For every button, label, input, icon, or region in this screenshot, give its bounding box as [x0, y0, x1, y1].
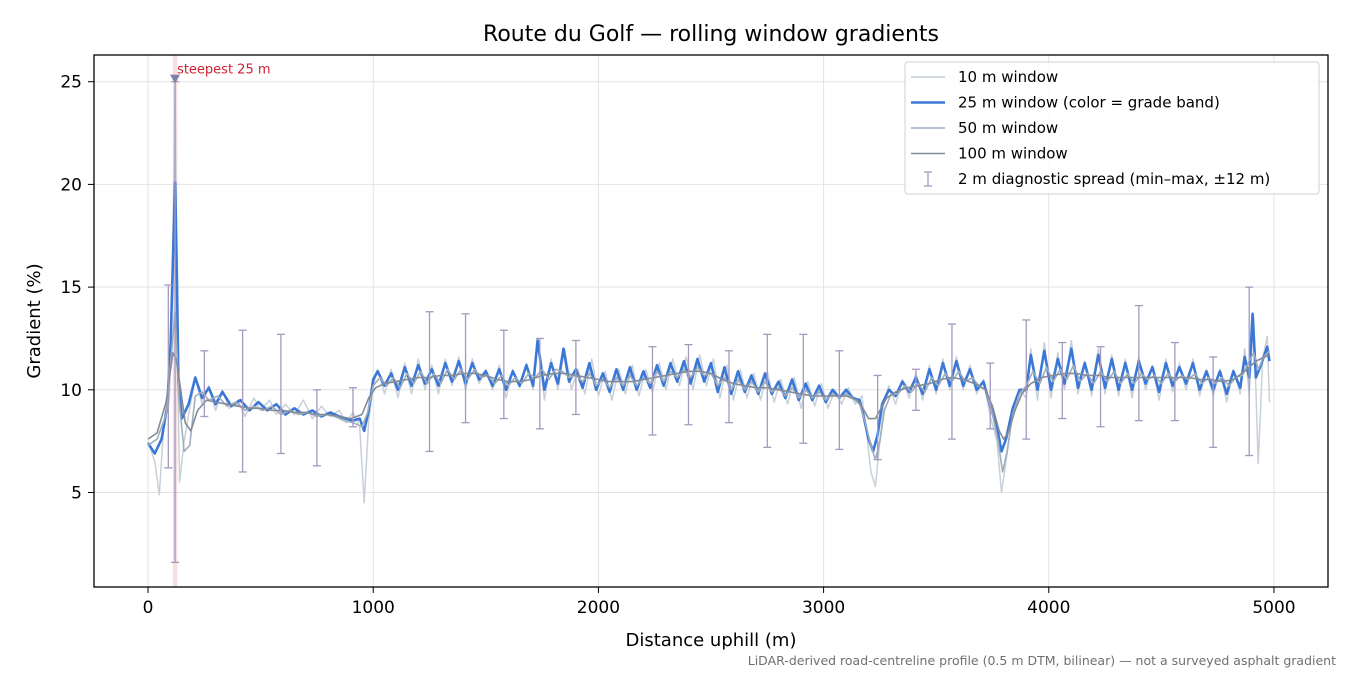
spread-errorbar [835, 350, 844, 451]
spread-errorbar [312, 389, 321, 467]
spread-errorbar [425, 311, 434, 453]
legend-label: 10 m window [958, 68, 1058, 86]
spread-errorbar [1209, 356, 1218, 448]
plot-frame [93, 54, 1329, 588]
spread-errorbar [276, 333, 285, 455]
steepest-label: steepest 25 m [177, 63, 270, 78]
x-tick-label: 2000 [577, 598, 620, 618]
x-tick-label: 1000 [352, 598, 395, 618]
x-axis-label: Distance uphill (m) [626, 630, 797, 651]
series-line-1 [147, 85, 1271, 504]
spread-errorbar [799, 333, 808, 444]
spread-errorbars [164, 81, 1254, 564]
spread-errorbar [1096, 346, 1105, 428]
y-tick-label: 10 [60, 381, 82, 401]
y-axis-label: Gradient (%) [24, 263, 45, 378]
x-tick-label: 4000 [1027, 598, 1070, 618]
series-lines [146, 85, 1271, 504]
legend-label: 50 m window [958, 119, 1058, 137]
series-line-4 [147, 352, 1270, 440]
legend-item: 25 m window (color = grade band) [911, 94, 1220, 112]
spread-errorbar [911, 368, 920, 412]
spread-errorbar [164, 284, 173, 469]
legend-label: 2 m diagnostic spread (min–max, ±12 m) [958, 170, 1270, 188]
spread-errorbar [873, 374, 882, 461]
legend: 10 m window 25 m window (color = grade ba… [904, 61, 1320, 195]
legend-item: 100 m window [911, 145, 1068, 163]
y-tick-label: 5 [71, 484, 82, 504]
spread-errorbar [986, 362, 995, 430]
spread-errorbar [947, 323, 956, 440]
legend-item: 10 m window [911, 68, 1058, 86]
chart-title: Route du Golf — rolling window gradients [483, 22, 939, 47]
legend-box [904, 61, 1320, 195]
spread-errorbar [1245, 286, 1254, 457]
x-tick-label: 0 [143, 598, 154, 618]
series-line-3 [147, 311, 1271, 473]
spread-errorbar [648, 346, 657, 436]
spread-errorbar [238, 329, 247, 473]
spread-errorbar [1170, 341, 1179, 422]
y-axis-ticks: 5 10 15 20 25 [60, 73, 94, 504]
x-tick-label: 3000 [802, 598, 845, 618]
y-tick-label: 20 [60, 175, 82, 195]
x-axis-ticks: 0 1000 2000 3000 4000 5000 [143, 587, 1296, 618]
spread-errorbar [535, 337, 544, 430]
spread-errorbar [1022, 319, 1031, 440]
spread-errorbar [1134, 304, 1143, 422]
x-tick-label: 5000 [1252, 598, 1295, 618]
spread-errorbar [348, 387, 357, 428]
spread-errorbar [684, 343, 693, 426]
y-tick-label: 25 [60, 73, 82, 93]
spread-errorbar [461, 313, 470, 424]
spread-errorbar [499, 329, 508, 420]
spread-errorbar [200, 350, 209, 418]
footnote: LiDAR-derived road-centreline profile (0… [748, 653, 1336, 668]
series-line-2 [146, 181, 1271, 455]
spread-errorbar [725, 350, 734, 424]
annotation: steepest 25 m [170, 63, 271, 84]
legend-item: 50 m window [911, 119, 1058, 137]
legend-label: 100 m window [958, 145, 1068, 163]
legend-item: 2 m diagnostic spread (min–max, ±12 m) [924, 170, 1270, 188]
spread-errorbar [571, 339, 580, 416]
steepest-marker [170, 74, 181, 84]
y-tick-label: 15 [60, 278, 82, 298]
spread-errorbar [1058, 341, 1067, 420]
spread-errorbar [763, 333, 772, 448]
legend-label: 25 m window (color = grade band) [958, 94, 1220, 112]
